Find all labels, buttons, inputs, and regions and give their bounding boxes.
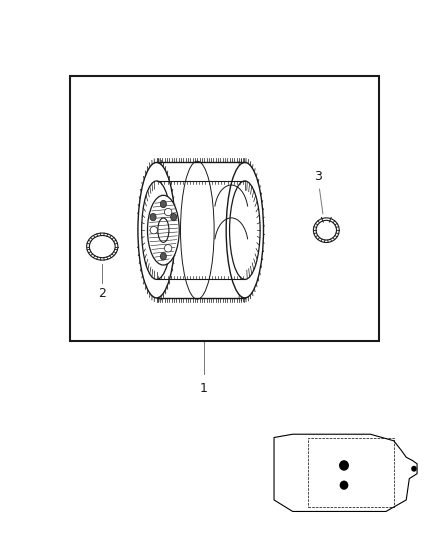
Text: 2: 2 [99,287,106,300]
Ellipse shape [148,195,179,265]
Circle shape [150,213,156,221]
Text: 1: 1 [200,382,208,395]
Ellipse shape [150,227,158,234]
Ellipse shape [164,245,172,252]
Ellipse shape [141,181,172,279]
Circle shape [171,213,177,221]
Circle shape [411,466,417,472]
Ellipse shape [226,163,264,298]
Circle shape [160,253,166,260]
Circle shape [339,460,349,471]
Bar [308,438,394,506]
Ellipse shape [158,218,169,243]
Circle shape [339,481,348,490]
Circle shape [160,200,166,208]
Text: 3: 3 [314,170,322,183]
Polygon shape [274,434,417,512]
Ellipse shape [138,163,175,298]
Ellipse shape [230,181,260,279]
Bar [70,76,379,341]
Ellipse shape [164,208,172,216]
